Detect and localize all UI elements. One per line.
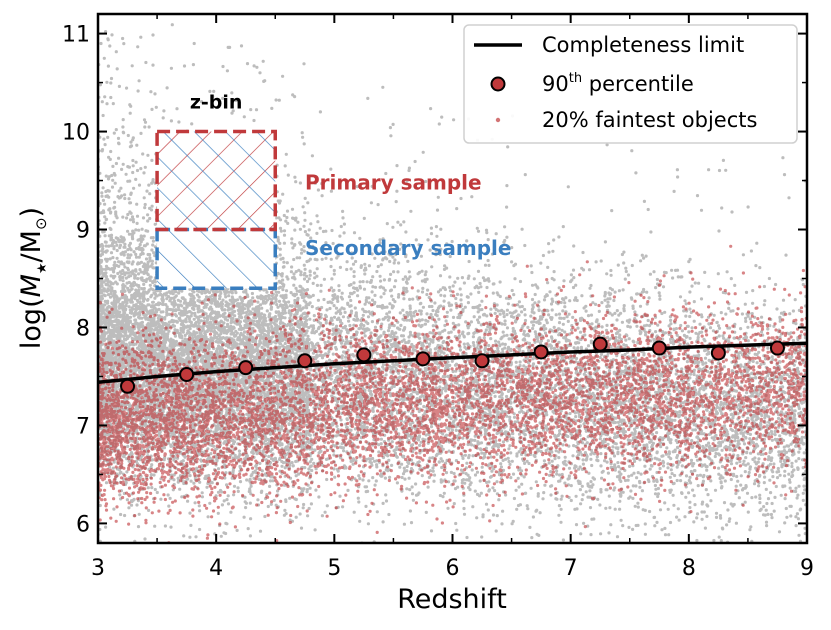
percentile-point xyxy=(238,360,254,376)
percentile-point xyxy=(356,347,372,363)
percentile-point xyxy=(415,351,431,367)
percentile-point xyxy=(769,340,785,356)
completeness-limit-line xyxy=(98,341,807,385)
percentile-point xyxy=(710,345,726,361)
y-tick-label: 9 xyxy=(76,219,90,244)
zbin-label: z-bin xyxy=(190,92,243,114)
y-tick-label: 8 xyxy=(76,316,90,341)
x-tick-label: 6 xyxy=(446,556,460,581)
legend-percentile-swatch xyxy=(490,76,506,92)
y-axis-label: log(M★/M⊙) xyxy=(16,207,50,349)
y-tick-label: 7 xyxy=(76,414,90,439)
legend-completeness-label: Completeness limit xyxy=(542,33,744,57)
x-tick-label: 7 xyxy=(564,556,578,581)
zbin-annotation: z-bin Primary sample Secondary sample xyxy=(155,92,511,291)
percentile-point xyxy=(179,367,195,383)
x-tick-label: 3 xyxy=(91,556,105,581)
legend-percentile-label: 90th percentile xyxy=(542,71,694,96)
percentile-point xyxy=(120,378,136,394)
red-points xyxy=(98,244,807,543)
x-tick-label: 9 xyxy=(800,556,814,581)
x-tick-label: 8 xyxy=(682,556,696,581)
primary-box xyxy=(155,129,277,232)
y-tick-label: 6 xyxy=(76,512,90,537)
legend-faintest-label: 20% faintest objects xyxy=(542,108,757,132)
x-tick-label: 4 xyxy=(209,556,223,581)
secondary-hatch xyxy=(157,131,276,289)
secondary-sample-label: Secondary sample xyxy=(305,236,511,260)
x-tick-label: 5 xyxy=(327,556,341,581)
percentile-points xyxy=(120,336,785,394)
percentile-point xyxy=(297,353,313,369)
faintest-objects-scatter xyxy=(98,244,807,543)
percentile-point xyxy=(651,340,667,356)
primary-sample-label: Primary sample xyxy=(305,171,482,195)
percentile-point xyxy=(592,336,608,352)
axis-ticks: 3 4 5 6 7 8 9 6 7 8 9 10 11 xyxy=(62,14,814,581)
legend: Completeness limit 90th percentile 20% f… xyxy=(463,24,798,144)
y-tick-label: 10 xyxy=(62,121,90,146)
legend-box xyxy=(463,24,798,144)
legend-faintest-swatch xyxy=(495,117,501,123)
percentile-point xyxy=(533,344,549,360)
percentile-point xyxy=(474,353,490,369)
x-axis-label: Redshift xyxy=(397,584,507,615)
y-tick-label: 11 xyxy=(62,23,90,48)
